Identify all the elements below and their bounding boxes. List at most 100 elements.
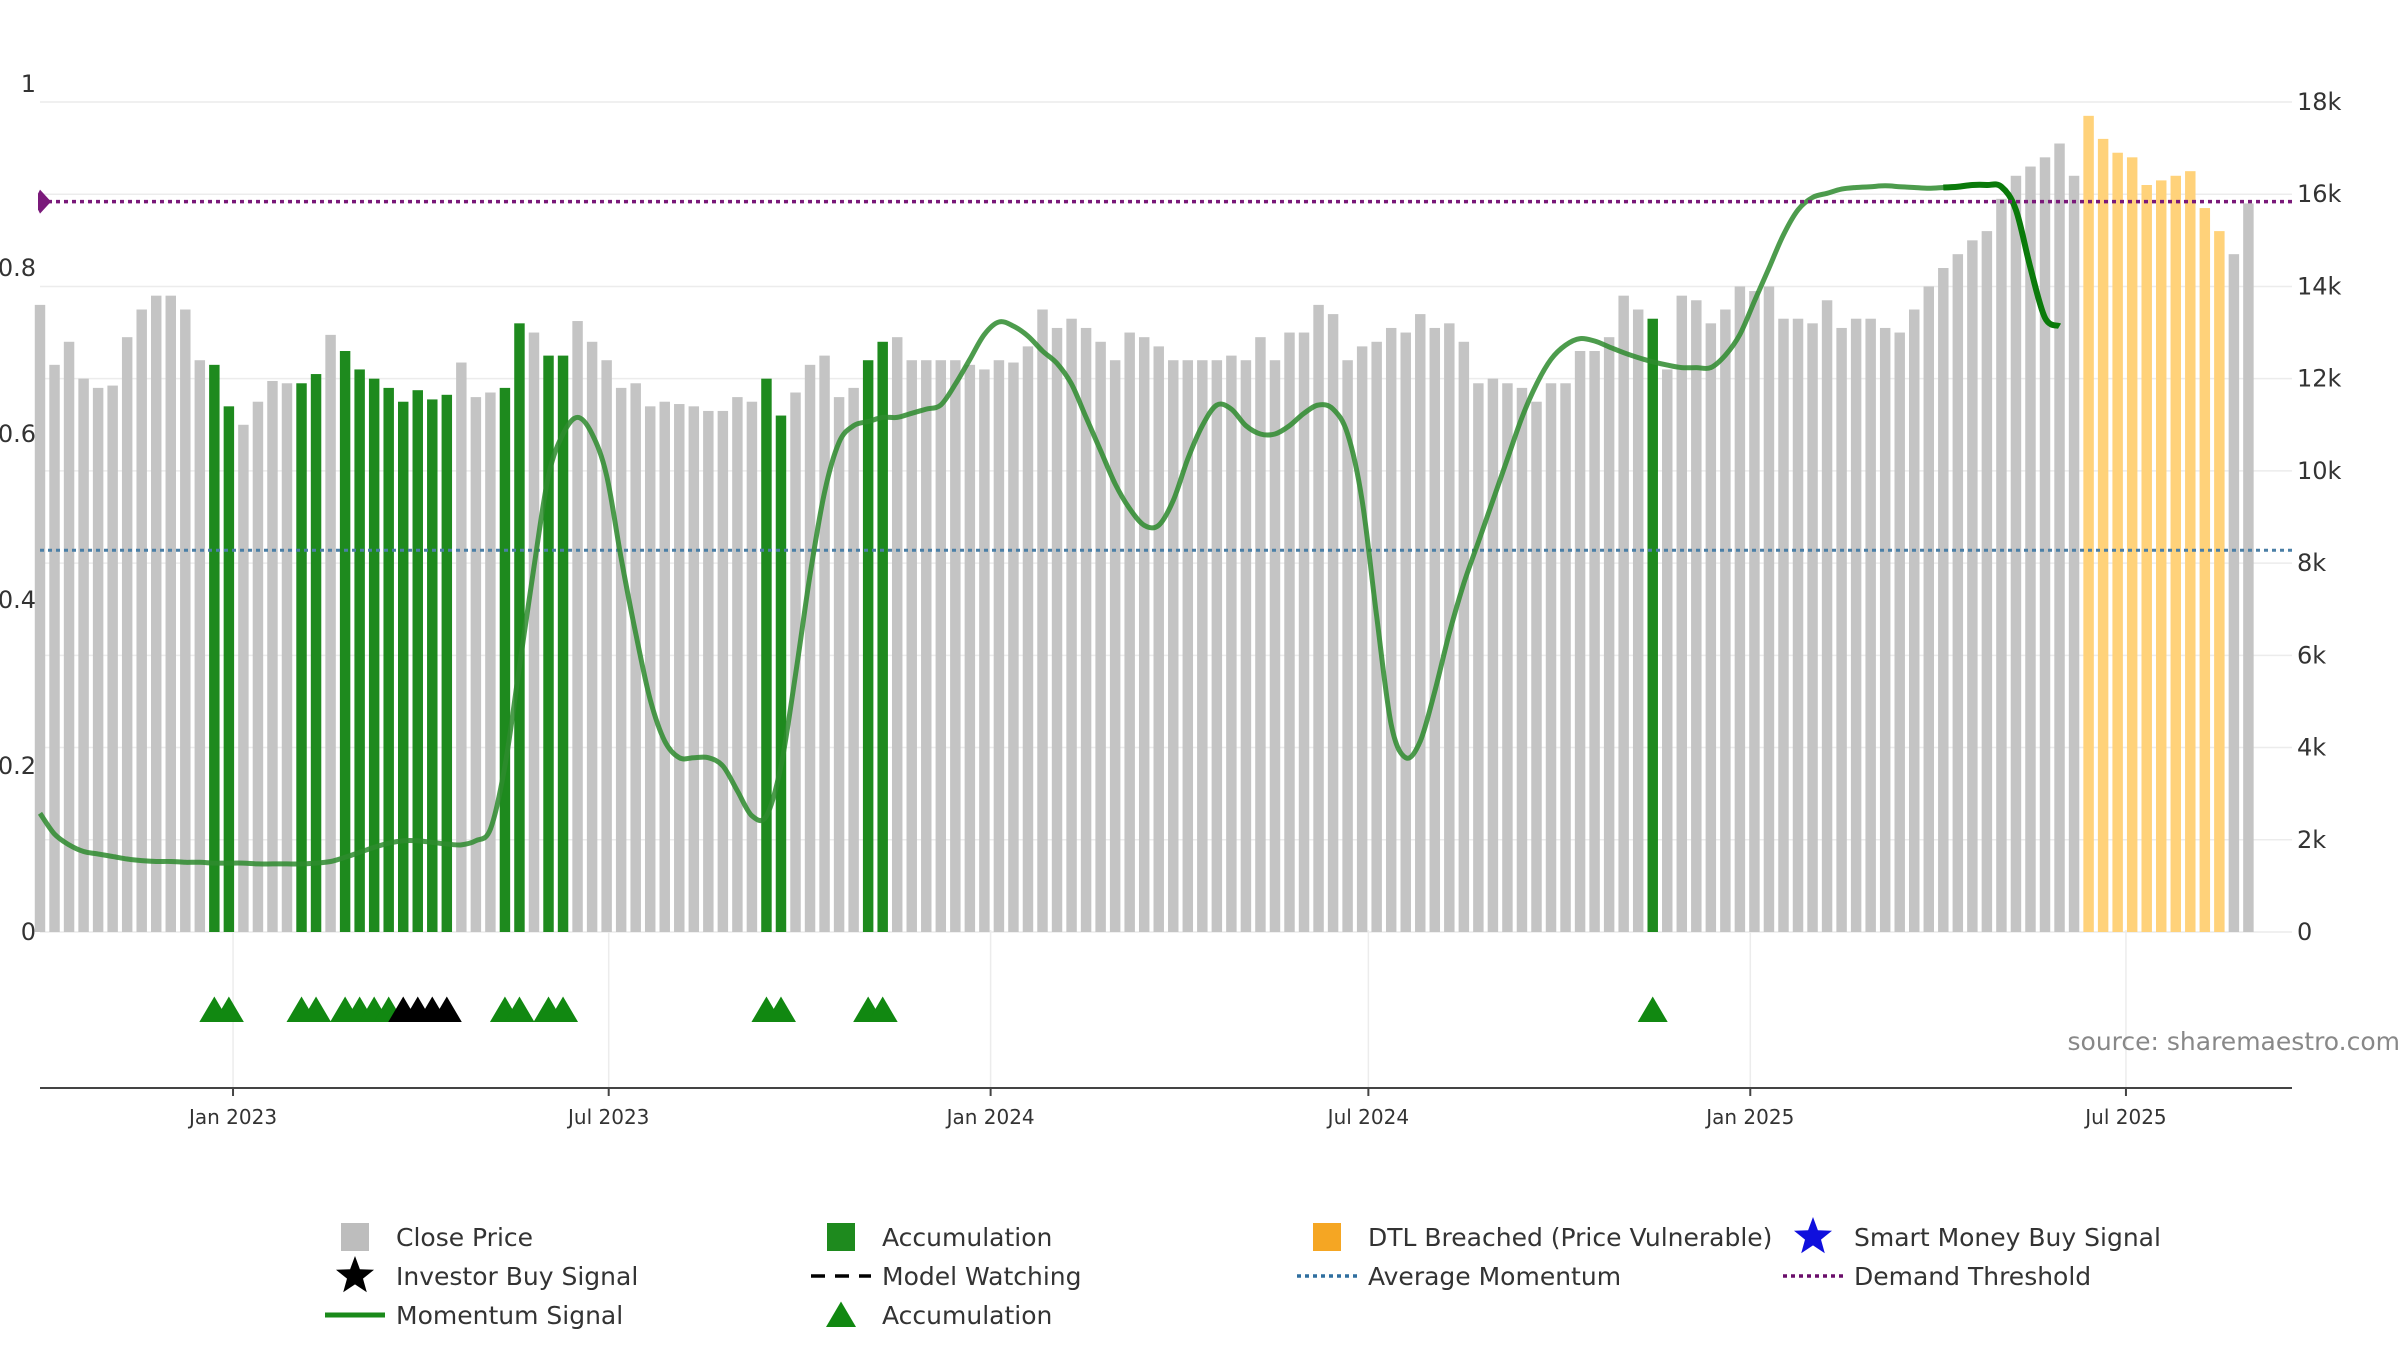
- accumulation-bar: [776, 416, 786, 932]
- legend-item-momentum: Momentum Signal: [325, 1301, 623, 1330]
- close-price-bar: [1415, 314, 1425, 932]
- y-left-tick-label: 0.6: [0, 420, 36, 448]
- close-price-bar: [1749, 291, 1759, 932]
- close-price-bar: [2054, 144, 2064, 933]
- legend: Close Price Accumulation DTL Breached (Pri…: [325, 1217, 2161, 1330]
- accumulation-bar: [354, 369, 364, 932]
- close-price-bar: [718, 411, 728, 932]
- accumulation-bar: [413, 390, 423, 932]
- close-price-bar: [122, 337, 132, 932]
- y-right-tick-label: 6k: [2297, 641, 2326, 669]
- close-price-bar: [1982, 231, 1992, 932]
- legend-item-accumulation-marker: Accumulation: [826, 1301, 1052, 1330]
- close-price-bar: [267, 381, 277, 932]
- close-price-bar: [1706, 323, 1716, 932]
- close-price-bar: [994, 360, 1004, 932]
- close-price-bar: [1400, 333, 1410, 932]
- close-price-bar: [1386, 328, 1396, 932]
- close-price-bar: [136, 310, 146, 933]
- x-tick-label: Jan 2025: [1704, 1105, 1794, 1129]
- close-price-bar: [601, 360, 611, 932]
- dtl-breached-bar: [2200, 208, 2210, 932]
- close-price-bar: [1953, 254, 1963, 932]
- close-price-bar: [107, 386, 117, 932]
- close-price-bar: [529, 333, 539, 932]
- close-price-bar: [282, 383, 292, 932]
- dtl-breached-bar: [2098, 139, 2108, 932]
- close-price-bar: [1023, 346, 1033, 932]
- y-right-tick-label: 12k: [2297, 365, 2342, 393]
- close-price-bar: [1110, 360, 1120, 932]
- legend-label: Smart Money Buy Signal: [1854, 1223, 2161, 1252]
- close-price-bar: [1052, 328, 1062, 932]
- accumulation-bar: [311, 374, 321, 932]
- close-price-bar: [1270, 360, 1280, 932]
- close-price-bar: [1066, 319, 1076, 932]
- close-price-bar: [1735, 286, 1745, 932]
- y-right-tick-label: 14k: [2297, 272, 2342, 300]
- accumulation-bar: [209, 365, 219, 932]
- close-price-bar: [1807, 323, 1817, 932]
- close-price-bar: [2069, 176, 2079, 932]
- close-price-bar: [1822, 300, 1832, 932]
- close-price-bar: [1880, 328, 1890, 932]
- accumulation-bar: [1647, 319, 1657, 932]
- close-price-bar: [965, 365, 975, 932]
- legend-label: Model Watching: [882, 1262, 1082, 1291]
- legend-triangle-icon: [826, 1302, 856, 1328]
- close-price-bar: [93, 388, 103, 932]
- close-price-bar: [1575, 351, 1585, 932]
- close-price-bar: [1677, 296, 1687, 932]
- close-price-bar: [1924, 286, 1934, 932]
- close-price-bar: [572, 321, 582, 932]
- legend-label: Investor Buy Signal: [396, 1262, 638, 1291]
- y-right-tick-label: 2k: [2297, 826, 2326, 854]
- accumulation-bar: [500, 388, 510, 932]
- close-price-bar: [1865, 319, 1875, 932]
- close-price-bar: [166, 296, 176, 932]
- accumulation-bar: [296, 383, 306, 932]
- y-right-tick-label: 18k: [2297, 88, 2342, 116]
- close-price-bar: [732, 397, 742, 932]
- legend-label: Demand Threshold: [1854, 1262, 2091, 1291]
- close-price-bar: [1996, 199, 2006, 932]
- close-price-bar: [1691, 300, 1701, 932]
- accumulation-bar: [877, 342, 887, 932]
- legend-label: Accumulation: [882, 1301, 1052, 1330]
- legend-label: DTL Breached (Price Vulnerable): [1368, 1223, 1772, 1252]
- accumulation-bar: [224, 406, 234, 932]
- close-price-bar: [1589, 351, 1599, 932]
- close-price-bar: [979, 369, 989, 932]
- close-price-bar: [703, 411, 713, 932]
- close-price-bar: [805, 365, 815, 932]
- accumulation-bar: [543, 356, 553, 932]
- close-price-bar: [1459, 342, 1469, 932]
- legend-swatch: [341, 1223, 369, 1251]
- close-price-bar: [1473, 383, 1483, 932]
- close-price-bar: [1909, 310, 1919, 933]
- legend-item-close-price: Close Price: [341, 1223, 533, 1252]
- accumulation-bar: [863, 360, 873, 932]
- y-left-tick-label: 0: [21, 918, 36, 946]
- close-price-bar: [848, 388, 858, 932]
- close-price-bar: [2243, 203, 2253, 932]
- close-price-bar: [471, 397, 481, 932]
- accumulation-bar: [427, 399, 437, 932]
- close-price-bar: [1212, 360, 1222, 932]
- dtl-breached-bar: [2156, 180, 2166, 932]
- y-left-tick-label: 0.2: [0, 752, 36, 780]
- x-tick-label: Jul 2023: [566, 1105, 649, 1129]
- close-price-bar: [1430, 328, 1440, 932]
- dtl-breached-bar: [2171, 176, 2181, 932]
- close-price-bar: [1560, 383, 1570, 932]
- demand-threshold-marker: [38, 190, 51, 214]
- legend-star-icon: [336, 1256, 374, 1292]
- close-price-bar: [2040, 157, 2050, 932]
- close-price-bar: [325, 335, 335, 932]
- close-price-bar: [1124, 333, 1134, 932]
- close-price-bar: [950, 360, 960, 932]
- y-left-tick-label: 0.8: [0, 254, 36, 282]
- close-price-bar: [180, 310, 190, 933]
